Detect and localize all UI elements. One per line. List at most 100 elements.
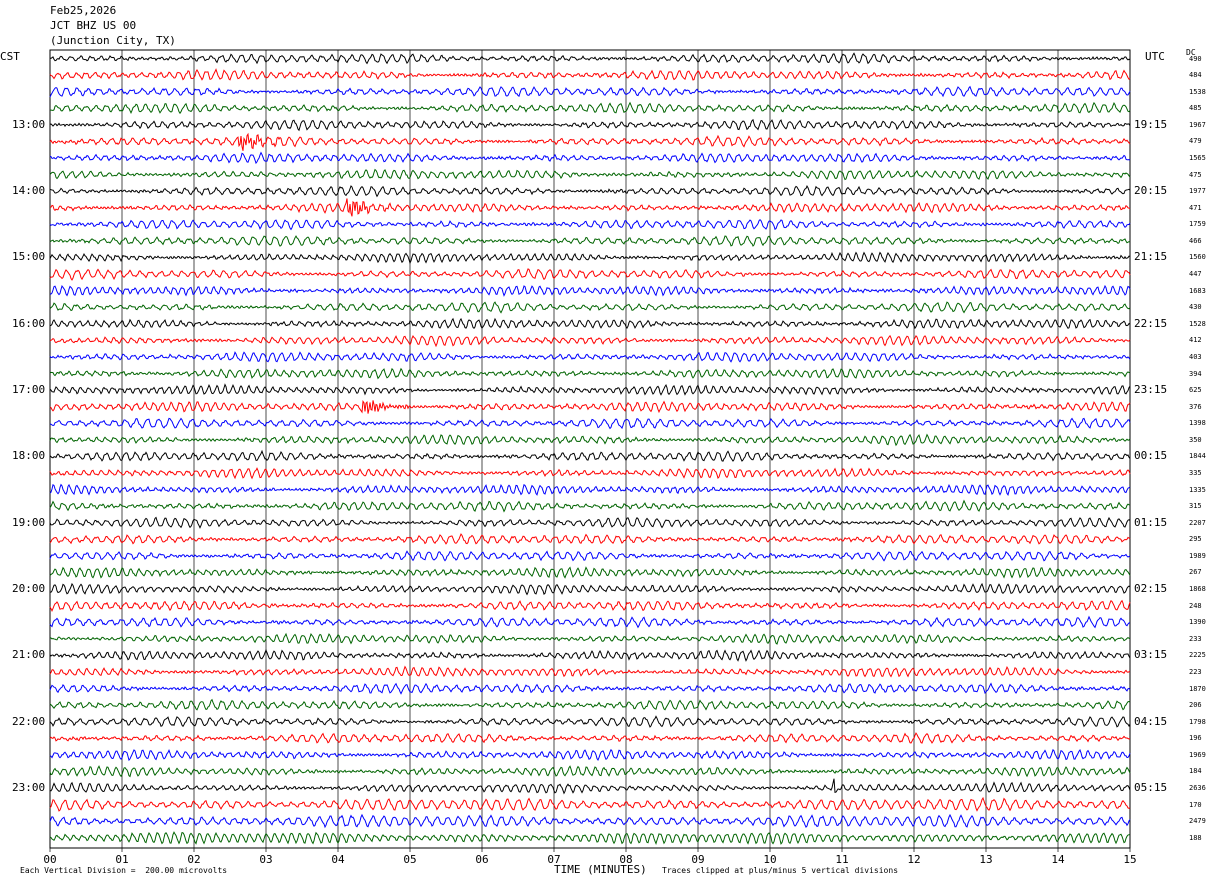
x-tick-label: 09 xyxy=(691,853,705,866)
x-tick-label: 11 xyxy=(835,853,849,866)
right-hour-label: 23:15 xyxy=(1134,383,1168,397)
x-tick-label: 13 xyxy=(979,853,993,866)
seismic-trace xyxy=(49,698,1131,711)
dc-offset-label: 233 xyxy=(1189,634,1202,643)
seismic-trace xyxy=(49,132,1131,151)
clip-note: Traces clipped at plus/minus 5 vertical … xyxy=(662,866,899,875)
dc-offset-label: 471 xyxy=(1189,203,1202,212)
seismic-trace xyxy=(49,748,1131,762)
seismic-trace xyxy=(49,118,1131,132)
dc-offset-label: 1565 xyxy=(1189,153,1206,162)
dc-offset-label: 466 xyxy=(1189,236,1202,245)
dc-offset-label: 350 xyxy=(1189,435,1202,444)
seismic-trace xyxy=(49,85,1131,98)
seismic-trace xyxy=(49,433,1131,447)
x-tick-label: 05 xyxy=(403,853,417,866)
seismic-trace xyxy=(49,383,1131,396)
left-hour-label: 22:00 xyxy=(12,714,46,728)
x-tick-label: 03 xyxy=(259,853,273,866)
seismic-trace xyxy=(49,400,1131,414)
seismic-trace xyxy=(49,467,1131,480)
x-tick-label: 07 xyxy=(547,853,561,866)
left-hour-label: 21:00 xyxy=(12,648,46,662)
seismic-trace xyxy=(49,796,1131,812)
dc-offset-label: 1798 xyxy=(1189,717,1206,726)
seismic-trace xyxy=(49,765,1131,778)
x-tick-label: 15 xyxy=(1123,853,1137,866)
dc-offset-label: 1989 xyxy=(1189,551,1206,560)
left-hour-label: 20:00 xyxy=(12,582,46,596)
seismic-trace xyxy=(49,732,1131,744)
x-tick-label: 01 xyxy=(115,853,129,866)
right-hour-label: 02:15 xyxy=(1134,582,1168,596)
seismic-trace xyxy=(49,813,1131,829)
dc-offset-label: 1977 xyxy=(1189,187,1206,196)
left-hour-label: 18:00 xyxy=(12,449,46,463)
dc-offset-label: 430 xyxy=(1189,303,1202,312)
dc-offset-label: 625 xyxy=(1189,386,1202,395)
dc-offset-label: 2636 xyxy=(1189,784,1206,793)
seismic-trace xyxy=(49,185,1131,198)
dc-offset-label: 315 xyxy=(1189,502,1202,511)
seismic-trace xyxy=(49,151,1131,165)
dc-offset-label: 394 xyxy=(1189,369,1202,378)
x-tick-label: 12 xyxy=(907,853,921,866)
x-tick-label: 08 xyxy=(619,853,633,866)
seismic-trace xyxy=(49,533,1131,545)
dc-offset-label: 1969 xyxy=(1189,750,1206,759)
left-hour-label: 17:00 xyxy=(12,383,46,397)
x-tick-label: 00 xyxy=(43,853,57,866)
seismic-trace xyxy=(49,198,1131,217)
seismic-trace xyxy=(49,417,1131,430)
seismic-trace xyxy=(49,268,1131,281)
x-tick-label: 06 xyxy=(475,853,489,866)
seismic-trace xyxy=(49,715,1131,728)
dc-offset-label: 376 xyxy=(1189,402,1202,411)
seismic-trace xyxy=(49,367,1131,380)
seismic-trace xyxy=(49,334,1131,348)
chart-location: (Junction City, TX) xyxy=(50,34,176,47)
dc-offset-label: 490 xyxy=(1189,54,1202,63)
x-tick-label: 04 xyxy=(331,853,345,866)
plot-frame xyxy=(49,49,1131,849)
dc-offset-label: 1528 xyxy=(1189,319,1206,328)
seismic-trace xyxy=(49,516,1131,529)
seismic-trace xyxy=(49,301,1131,314)
seismic-trace xyxy=(49,251,1131,265)
dc-offset-label: 1870 xyxy=(1189,684,1206,693)
right-hour-label: 22:15 xyxy=(1134,316,1168,330)
left-hour-label: 14:00 xyxy=(12,184,46,198)
dc-offset-label: 403 xyxy=(1189,352,1202,361)
dc-offset-label: 2479 xyxy=(1189,817,1206,826)
seismic-trace xyxy=(49,351,1131,363)
seismic-trace xyxy=(49,632,1131,645)
seismic-trace xyxy=(49,284,1131,297)
seismic-trace xyxy=(49,68,1131,81)
dc-offset-label: 447 xyxy=(1189,270,1202,279)
dc-offset-header: DC xyxy=(1186,48,1196,57)
left-hour-label: 23:00 xyxy=(12,781,46,795)
dc-offset-label: 1683 xyxy=(1189,286,1206,295)
seismic-trace xyxy=(49,682,1131,695)
dc-offset-label: 475 xyxy=(1189,170,1202,179)
dc-offset-label: 184 xyxy=(1189,767,1202,776)
x-tick-label: 10 xyxy=(763,853,777,866)
seismic-trace xyxy=(49,648,1131,662)
seismic-trace xyxy=(49,449,1131,462)
seismic-trace xyxy=(50,101,1131,115)
right-hour-label: 20:15 xyxy=(1134,184,1168,198)
scale-note: Each Vertical Division = 200.00 microvol… xyxy=(20,866,228,875)
left-hour-label: 15:00 xyxy=(12,250,46,264)
dc-offset-label: 196 xyxy=(1189,734,1202,743)
left-hour-label: 16:00 xyxy=(12,316,46,330)
seismic-trace xyxy=(49,778,1131,795)
seismic-trace xyxy=(49,831,1131,845)
dc-offset-label: 479 xyxy=(1189,137,1202,146)
chart-channel: JCT BHZ US 00 xyxy=(50,19,137,32)
seismic-trace xyxy=(49,566,1131,579)
right-hour-label: 21:15 xyxy=(1134,250,1168,264)
seismic-trace xyxy=(49,599,1131,613)
dc-offset-label: 2225 xyxy=(1189,651,1206,660)
left-hour-label: 13:00 xyxy=(12,117,46,131)
seismic-trace xyxy=(49,52,1131,65)
